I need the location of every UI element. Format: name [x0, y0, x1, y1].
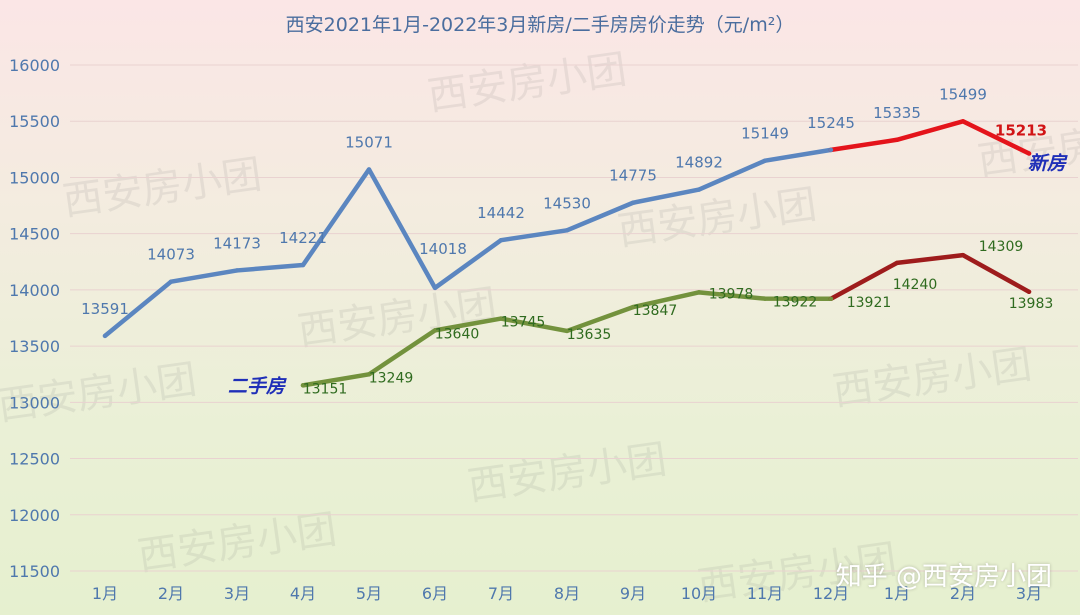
data-label-second-hand: 13978: [709, 286, 754, 302]
data-point: [564, 228, 570, 233]
data-label-second-hand: 13151: [303, 381, 348, 397]
data-point: [366, 167, 372, 172]
data-label-new: 14775: [609, 167, 657, 185]
x-tick-label: 3月: [224, 584, 250, 603]
data-label-second-hand: 14240: [893, 277, 938, 293]
credit-text: 知乎 @西安房小团: [835, 562, 1052, 592]
data-label-new: 14018: [419, 240, 467, 258]
data-point: [300, 383, 306, 388]
watermark-text: 西安房小团: [465, 437, 669, 510]
series-line-1-2022: [828, 252, 1032, 302]
data-label-second-hand: 13745: [501, 315, 546, 331]
data-point: [630, 200, 636, 205]
x-tick-label: 1月: [884, 584, 910, 603]
data-point: [498, 237, 504, 243]
y-tick-label: 12000: [9, 506, 60, 525]
x-tick-label: 7月: [488, 584, 514, 603]
data-label-second-hand: 13983: [1009, 296, 1054, 312]
data-point: [498, 316, 504, 321]
data-point: [696, 290, 702, 295]
y-tick-label: 13000: [9, 393, 60, 412]
data-label-new: 15149: [741, 125, 789, 143]
series-line-0-2022: [828, 119, 1032, 156]
data-label-new: 14073: [147, 246, 195, 264]
data-label-second-hand: 13922: [773, 295, 818, 311]
data-point: [630, 304, 636, 310]
y-tick-label: 13500: [9, 337, 60, 356]
y-tick-label: 15500: [9, 112, 60, 131]
x-tick-label: 8月: [554, 584, 580, 603]
series-line-0-2021: [102, 147, 834, 339]
data-label-new: 14221: [279, 229, 327, 247]
data-point: [1026, 151, 1032, 156]
data-label-new: 13591: [81, 300, 129, 318]
data-label-new: 15245: [807, 114, 855, 132]
x-tick-label: 3月: [1016, 584, 1042, 603]
data-point: [762, 158, 768, 163]
data-label-new: 14173: [213, 234, 261, 252]
data-label-second-hand: 13640: [435, 326, 480, 342]
series-name-second-hand: 二手房: [228, 375, 287, 397]
x-tick-label: 11月: [747, 584, 783, 603]
data-point: [828, 296, 834, 301]
data-label-new: 15335: [873, 104, 921, 122]
data-point: [1026, 289, 1032, 295]
y-tick-label: 14000: [9, 281, 60, 300]
x-tick-label: 2月: [950, 584, 976, 603]
data-point: [960, 252, 966, 258]
data-point: [102, 333, 108, 339]
watermark-text: 西安房小团: [615, 182, 819, 255]
data-point: [894, 260, 900, 266]
data-label-new: 15071: [345, 133, 393, 151]
data-point: [828, 147, 834, 153]
y-tick-label: 12500: [9, 450, 60, 469]
data-label-second-hand: 13635: [567, 327, 612, 343]
x-tick-label: 6月: [422, 584, 448, 603]
data-point: [564, 328, 570, 334]
data-label-new: 14892: [675, 154, 723, 172]
x-tick-label: 2月: [158, 584, 184, 603]
data-label-second-hand: 14309: [979, 239, 1024, 255]
watermark-text: 西安房小团: [60, 152, 264, 225]
data-label-second-hand: 13847: [633, 303, 678, 319]
x-tick-label: 4月: [290, 584, 316, 603]
x-tick-label: 12月: [813, 584, 849, 603]
series-name-new-homes: 新房: [1028, 152, 1068, 174]
x-tick-label: 5月: [356, 584, 382, 603]
x-tick-label: 10月: [681, 584, 717, 603]
y-tick-label: 11500: [9, 562, 60, 581]
watermark-text: 西安房小团: [425, 47, 629, 120]
data-point: [894, 137, 900, 142]
data-point: [696, 187, 702, 192]
x-tick-label: 1月: [92, 584, 118, 603]
data-label-new: 14530: [543, 194, 591, 212]
data-label-new: 15213: [995, 121, 1047, 139]
data-point: [432, 328, 438, 333]
watermark-text: 西安房小团: [295, 282, 499, 355]
data-label-second-hand: 13921: [847, 295, 892, 311]
data-point: [366, 372, 372, 377]
data-point: [762, 296, 768, 301]
data-label-new: 15499: [939, 85, 987, 103]
data-point: [432, 285, 438, 291]
y-tick-label: 16000: [9, 56, 60, 75]
chart-title: 西安2021年1月-2022年3月新房/二手房房价走势（元/m²）: [285, 14, 795, 36]
y-tick-label: 14500: [9, 225, 60, 244]
data-label-second-hand: 13249: [369, 370, 414, 386]
x-tick-label: 9月: [620, 584, 646, 603]
y-tick-label: 15000: [9, 168, 60, 187]
watermark-text: 西安房小团: [830, 342, 1034, 415]
data-point: [168, 279, 174, 284]
data-point: [300, 262, 306, 268]
data-label-new: 14442: [477, 204, 525, 222]
data-point: [960, 119, 966, 124]
watermark-text: 西安房小团: [135, 507, 339, 580]
data-point: [234, 268, 240, 273]
